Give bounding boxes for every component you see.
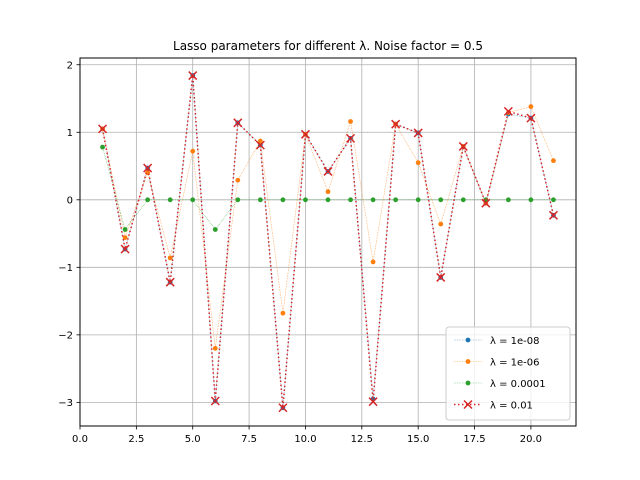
data-point bbox=[233, 118, 243, 128]
data-point bbox=[368, 397, 378, 407]
series-4 bbox=[98, 71, 558, 413]
x-tick-label: 2.5 bbox=[128, 434, 144, 445]
x-tick-label: 5.0 bbox=[185, 434, 201, 445]
series-line bbox=[102, 106, 554, 349]
legend-marker bbox=[463, 399, 473, 410]
legend-label: λ = 0.0001 bbox=[490, 379, 546, 390]
data-point bbox=[257, 197, 263, 203]
data-point bbox=[190, 197, 196, 203]
data-point bbox=[438, 197, 444, 203]
data-point bbox=[505, 197, 511, 203]
legend-label: λ = 0.01 bbox=[490, 401, 533, 412]
data-point bbox=[167, 255, 173, 261]
data-point bbox=[551, 197, 556, 203]
data-point bbox=[528, 104, 534, 110]
data-point bbox=[415, 197, 421, 203]
legend-label: λ = 1e-08 bbox=[490, 336, 540, 347]
data-point bbox=[235, 197, 241, 203]
data-point bbox=[526, 113, 536, 123]
data-point bbox=[303, 197, 308, 203]
data-point bbox=[415, 160, 421, 166]
data-point bbox=[346, 133, 356, 143]
x-tick-label: 0.0 bbox=[72, 434, 88, 445]
data-point bbox=[278, 403, 288, 413]
data-point bbox=[145, 197, 151, 203]
data-point bbox=[255, 140, 265, 150]
data-point bbox=[280, 310, 286, 316]
data-point bbox=[98, 124, 108, 134]
data-point bbox=[212, 227, 218, 232]
legend-label: λ = 1e-06 bbox=[490, 358, 540, 369]
plot-frame bbox=[79, 57, 577, 427]
data-point bbox=[551, 158, 556, 164]
data-point bbox=[167, 197, 173, 203]
data-point bbox=[190, 148, 196, 154]
data-point bbox=[370, 197, 376, 203]
data-point bbox=[436, 272, 446, 282]
data-point bbox=[458, 141, 468, 151]
x-tick-label: 7.5 bbox=[241, 434, 257, 445]
data-point bbox=[325, 197, 331, 203]
chart-title: Lasso parameters for different λ. Noise … bbox=[173, 39, 483, 53]
data-point bbox=[210, 396, 220, 406]
series-layer bbox=[98, 71, 558, 413]
data-point bbox=[165, 277, 175, 287]
ticks: 0.0 2.5 5.0 7.5 10.0 12.5 15.0 17.5 20.0 −3 −2 −1 0 1… bbox=[58, 60, 542, 445]
legend: λ = 1e-08 λ = 1e-06 λ = 0.0001 λ = 0.01 bbox=[445, 326, 571, 421]
x-tick-label: 17.5 bbox=[463, 434, 485, 445]
data-point bbox=[122, 227, 128, 232]
y-tick-label: 2 bbox=[67, 60, 73, 71]
data-point bbox=[257, 138, 263, 144]
data-point bbox=[413, 128, 423, 138]
legend-marker bbox=[465, 359, 471, 364]
x-tick-label: 10.0 bbox=[294, 434, 316, 445]
legend-box bbox=[445, 326, 571, 421]
y-tick-label: 1 bbox=[67, 128, 73, 139]
data-point bbox=[503, 106, 513, 116]
x-tick-label: 12.5 bbox=[351, 434, 373, 445]
x-tick-label: 15.0 bbox=[407, 434, 429, 445]
data-point bbox=[481, 198, 491, 208]
legend-marker bbox=[465, 380, 471, 386]
data-point bbox=[143, 163, 153, 173]
data-point bbox=[212, 345, 218, 351]
y-tick-label: −1 bbox=[58, 263, 73, 274]
data-point bbox=[391, 119, 401, 129]
data-point bbox=[120, 244, 130, 254]
data-point bbox=[235, 177, 241, 183]
data-point bbox=[438, 221, 444, 227]
data-point bbox=[548, 210, 558, 220]
y-tick-label: −2 bbox=[58, 330, 73, 341]
data-point bbox=[393, 197, 399, 203]
data-point bbox=[100, 144, 105, 150]
data-point bbox=[460, 197, 466, 203]
data-point bbox=[348, 119, 353, 124]
data-point bbox=[528, 197, 534, 203]
data-point bbox=[122, 235, 128, 241]
y-tick-label: 0 bbox=[67, 195, 73, 206]
x-tick-label: 20.0 bbox=[520, 434, 542, 445]
data-point bbox=[325, 189, 331, 195]
data-point bbox=[348, 197, 353, 203]
legend-marker bbox=[465, 337, 471, 343]
data-point bbox=[323, 166, 333, 176]
y-tick-label: −3 bbox=[58, 398, 73, 409]
data-point bbox=[370, 259, 376, 265]
data-point bbox=[300, 129, 310, 139]
data-point bbox=[280, 197, 286, 203]
data-point bbox=[188, 71, 198, 81]
